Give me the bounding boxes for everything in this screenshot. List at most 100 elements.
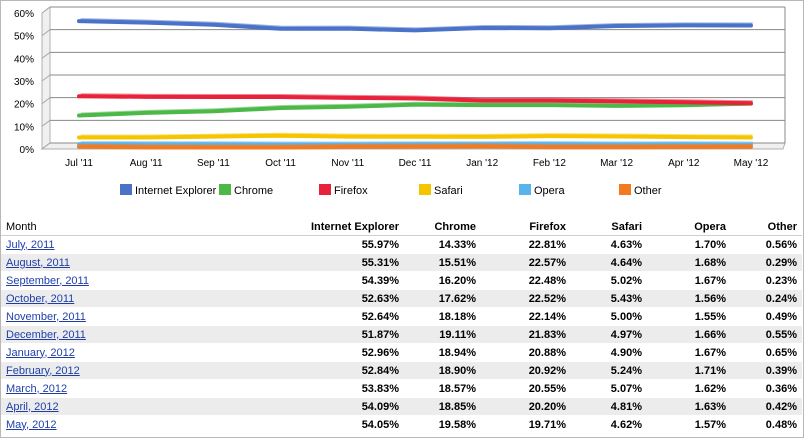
legend-swatch <box>120 184 132 195</box>
cell-chrome: 17.62% <box>404 289 481 308</box>
month-link[interactable]: November, 2011 <box>6 310 86 323</box>
cell-firefox: 22.52% <box>481 289 571 308</box>
table-row: August, 2011 55.31% 15.51% 22.57% 4.64% 1.68%… <box>1 253 802 272</box>
series-other <box>77 143 753 150</box>
data-point <box>211 95 215 99</box>
data-point <box>547 103 551 107</box>
chart-series <box>77 18 753 150</box>
cell-other: 0.24% <box>731 289 802 308</box>
cell-internet-explorer: 54.09% <box>166 397 404 416</box>
cell-month: January, 2012 <box>1 343 166 362</box>
cell-other: 0.36% <box>731 379 802 398</box>
data-point <box>413 28 417 32</box>
data-point <box>279 95 283 99</box>
data-point <box>480 135 484 139</box>
month-link[interactable]: October, 2011 <box>6 292 75 305</box>
cell-firefox: 22.48% <box>481 271 571 290</box>
data-point <box>682 135 686 139</box>
data-point <box>615 104 619 108</box>
data-point <box>413 135 417 139</box>
cell-safari: 5.43% <box>571 289 647 308</box>
data-point <box>480 99 484 103</box>
cell-chrome: 18.85% <box>404 397 481 416</box>
month-link[interactable]: January, 2012 <box>6 346 75 359</box>
column-header-internet-explorer: Internet Explorer <box>166 218 404 236</box>
month-link[interactable]: February, 2012 <box>6 364 80 377</box>
legend-label: Safari <box>434 185 463 197</box>
data-point <box>144 145 148 149</box>
data-point <box>211 135 215 139</box>
cell-chrome: 16.20% <box>404 271 481 290</box>
legend-label: Firefox <box>334 185 368 197</box>
column-header-firefox: Firefox <box>481 218 571 236</box>
data-point <box>144 21 148 25</box>
month-link[interactable]: September, 2011 <box>6 274 89 287</box>
table-row: February, 2012 52.84% 18.90% 20.92% 5.24% 1.7… <box>1 361 802 380</box>
table-row: May, 2012 54.05% 19.58% 19.71% 4.62% 1.57% 0.4… <box>1 415 802 433</box>
series-internet-explorer <box>77 18 753 33</box>
data-point <box>144 95 148 99</box>
month-link[interactable]: August, 2011 <box>6 256 71 269</box>
month-link[interactable]: April, 2012 <box>6 400 59 413</box>
cell-other: 0.65% <box>731 343 802 362</box>
cell-opera: 1.67% <box>647 271 731 290</box>
x-tick-label: Apr '12 <box>668 158 700 169</box>
table-header-row: Month Internet Explorer Chrome Firefox S… <box>1 218 802 236</box>
cell-month: December, 2011 <box>1 325 166 344</box>
cell-safari: 4.90% <box>571 343 647 362</box>
cell-firefox: 19.71% <box>481 415 571 433</box>
cell-month: August, 2011 <box>1 253 166 272</box>
cell-internet-explorer: 52.96% <box>166 343 404 362</box>
table-row: April, 2012 54.09% 18.85% 20.20% 4.81% 1.63% 0… <box>1 397 802 416</box>
legend-swatch <box>619 184 631 195</box>
cell-opera: 1.66% <box>647 325 731 344</box>
cell-safari: 5.02% <box>571 271 647 290</box>
month-link[interactable]: March, 2012 <box>6 382 68 395</box>
cell-other: 0.48% <box>731 415 802 433</box>
cell-month: September, 2011 <box>1 271 166 290</box>
series-safari <box>77 132 753 140</box>
data-point <box>749 136 753 140</box>
cell-safari: 5.07% <box>571 379 647 398</box>
cell-opera: 1.70% <box>647 235 731 254</box>
data-point <box>279 27 283 31</box>
data-point <box>615 24 619 28</box>
data-point <box>279 145 283 149</box>
table-row: January, 2012 52.96% 18.94% 20.88% 4.90% 1.67… <box>1 343 802 362</box>
x-tick-label: Mar '12 <box>600 158 633 169</box>
month-link[interactable]: July, 2011 <box>6 238 55 251</box>
gridline-side <box>41 97 51 105</box>
column-header-month: Month <box>1 218 166 236</box>
data-point <box>547 134 551 138</box>
y-tick-label: 10% <box>14 122 34 133</box>
cell-other: 0.49% <box>731 307 802 326</box>
cell-month: March, 2012 <box>1 379 166 398</box>
x-tick-label: Feb '12 <box>533 158 566 169</box>
data-point <box>547 26 551 30</box>
cell-internet-explorer: 54.39% <box>166 271 404 290</box>
month-link[interactable]: May, 2012 <box>6 418 57 431</box>
y-tick-label: 30% <box>14 77 34 88</box>
legend-item-other: Other <box>619 184 662 197</box>
data-point <box>480 103 484 107</box>
legend-item-opera: Opera <box>519 184 565 197</box>
cell-month: October, 2011 <box>1 289 166 308</box>
data-point <box>749 145 753 149</box>
x-tick-label: Dec '11 <box>399 158 432 169</box>
table-row: December, 2011 51.87% 19.11% 21.83% 4.97% 1.6… <box>1 325 802 344</box>
x-tick-label: May '12 <box>734 158 769 169</box>
data-point <box>480 26 484 30</box>
cell-firefox: 22.81% <box>481 235 571 254</box>
cell-chrome: 19.11% <box>404 325 481 344</box>
cell-firefox: 21.83% <box>481 325 571 344</box>
data-point <box>749 101 753 105</box>
data-point <box>77 145 81 149</box>
month-link[interactable]: December, 2011 <box>6 328 86 341</box>
gridline-side <box>41 51 51 59</box>
data-point <box>77 94 81 98</box>
cell-other: 0.23% <box>731 271 802 290</box>
column-header-opera: Opera <box>647 218 731 236</box>
table-row: September, 2011 54.39% 16.20% 22.48% 5.02% 1.… <box>1 271 802 290</box>
cell-chrome: 14.33% <box>404 235 481 254</box>
cell-firefox: 22.57% <box>481 253 571 272</box>
